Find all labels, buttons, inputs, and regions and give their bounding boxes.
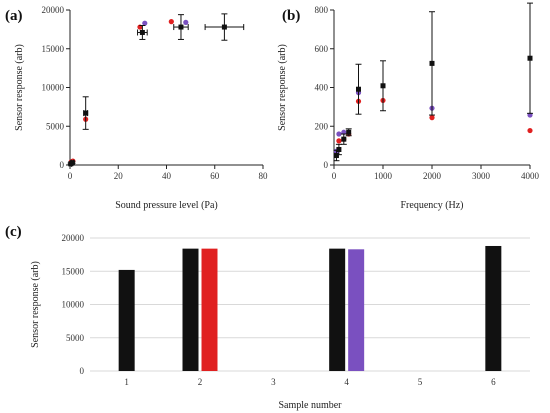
x-tick-label: 5 <box>418 377 423 387</box>
x-tick-label: 2000 <box>423 171 442 181</box>
x-tick-label: 2 <box>198 377 203 387</box>
panel-label: (a) <box>5 8 23 24</box>
y-tick-label: 20000 <box>62 233 85 243</box>
data-point-black <box>333 153 339 159</box>
y-axis-label: Sensor response (arb) <box>277 44 288 131</box>
data-point-black <box>527 55 533 61</box>
bar-black <box>182 248 199 371</box>
y-tick-label: 10000 <box>42 83 65 93</box>
data-point-red <box>527 127 533 134</box>
x-tick-label: 0 <box>332 171 337 181</box>
x-tick-label: 0 <box>68 171 73 181</box>
data-point-black <box>178 24 184 30</box>
data-point-black <box>346 129 352 135</box>
panel-3: (c) 0 5000 10000 15000 20000 1 2 3 4 5 6 Sample numb… <box>5 224 530 411</box>
y-tick-label: 600 <box>315 44 329 54</box>
y-tick-label: 0 <box>80 366 85 376</box>
x-axis-label: Sound pressure level (Pa) <box>115 200 217 211</box>
data-point-black <box>429 60 435 66</box>
x-axis-label: Sample number <box>278 400 342 411</box>
bar-black <box>329 248 346 371</box>
data-point-purple <box>183 19 189 25</box>
y-tick-label: 0 <box>324 160 329 170</box>
y-tick-label: 400 <box>315 83 329 93</box>
y-tick-label: 200 <box>315 121 329 131</box>
x-tick-label: 60 <box>210 171 220 181</box>
bar-black <box>485 245 502 371</box>
data-point-black <box>336 147 342 152</box>
data-point-purple <box>336 131 342 137</box>
x-tick-label: 6 <box>491 377 496 387</box>
data-point-black <box>341 136 347 142</box>
x-tick-label: 3000 <box>472 171 491 181</box>
x-tick-label: 80 <box>259 171 269 181</box>
data-point-black <box>69 160 75 166</box>
bar-red <box>201 248 218 371</box>
panel-label: (c) <box>5 224 22 240</box>
y-tick-label: 0 <box>60 160 65 170</box>
x-tick-label: 4000 <box>521 171 540 181</box>
x-tick-label: 1000 <box>374 171 393 181</box>
y-tick-label: 5000 <box>66 333 85 343</box>
y-axis-label: Sensor response (arb) <box>30 261 41 348</box>
x-tick-label: 1 <box>124 377 129 387</box>
y-tick-label: 5000 <box>46 121 65 131</box>
bar-purple <box>348 249 365 371</box>
data-point-black <box>139 29 145 35</box>
data-point-red <box>168 19 174 25</box>
y-tick-label: 15000 <box>42 44 65 54</box>
y-tick-label: 800 <box>315 5 329 15</box>
x-tick-label: 20 <box>114 171 124 181</box>
y-tick-label: 10000 <box>62 300 85 310</box>
panel-1: (a) 0 5000 10000 15000 20000 0 20 40 60 80 Sound pr… <box>5 5 268 211</box>
x-tick-label: 40 <box>162 171 172 181</box>
data-point-black <box>221 24 227 30</box>
data-point-black <box>380 83 386 89</box>
bar-black <box>118 269 135 371</box>
panel-2: (b) 0 200 400 600 800 0 1000 2000 3000 4000 Frequen… <box>277 2 540 211</box>
y-tick-label: 20000 <box>42 5 65 15</box>
x-axis-label: Frequency (Hz) <box>400 200 463 211</box>
data-point-red <box>429 115 435 121</box>
x-tick-label: 3 <box>271 377 276 387</box>
x-tick-label: 4 <box>344 377 349 387</box>
data-point-black <box>83 110 89 116</box>
data-point-purple <box>142 20 148 26</box>
panel-label: (b) <box>282 8 300 24</box>
data-point-red <box>336 138 342 144</box>
y-axis-label: Sensor response (arb) <box>14 44 25 131</box>
y-tick-label: 15000 <box>62 266 85 276</box>
data-point-black <box>356 86 361 92</box>
